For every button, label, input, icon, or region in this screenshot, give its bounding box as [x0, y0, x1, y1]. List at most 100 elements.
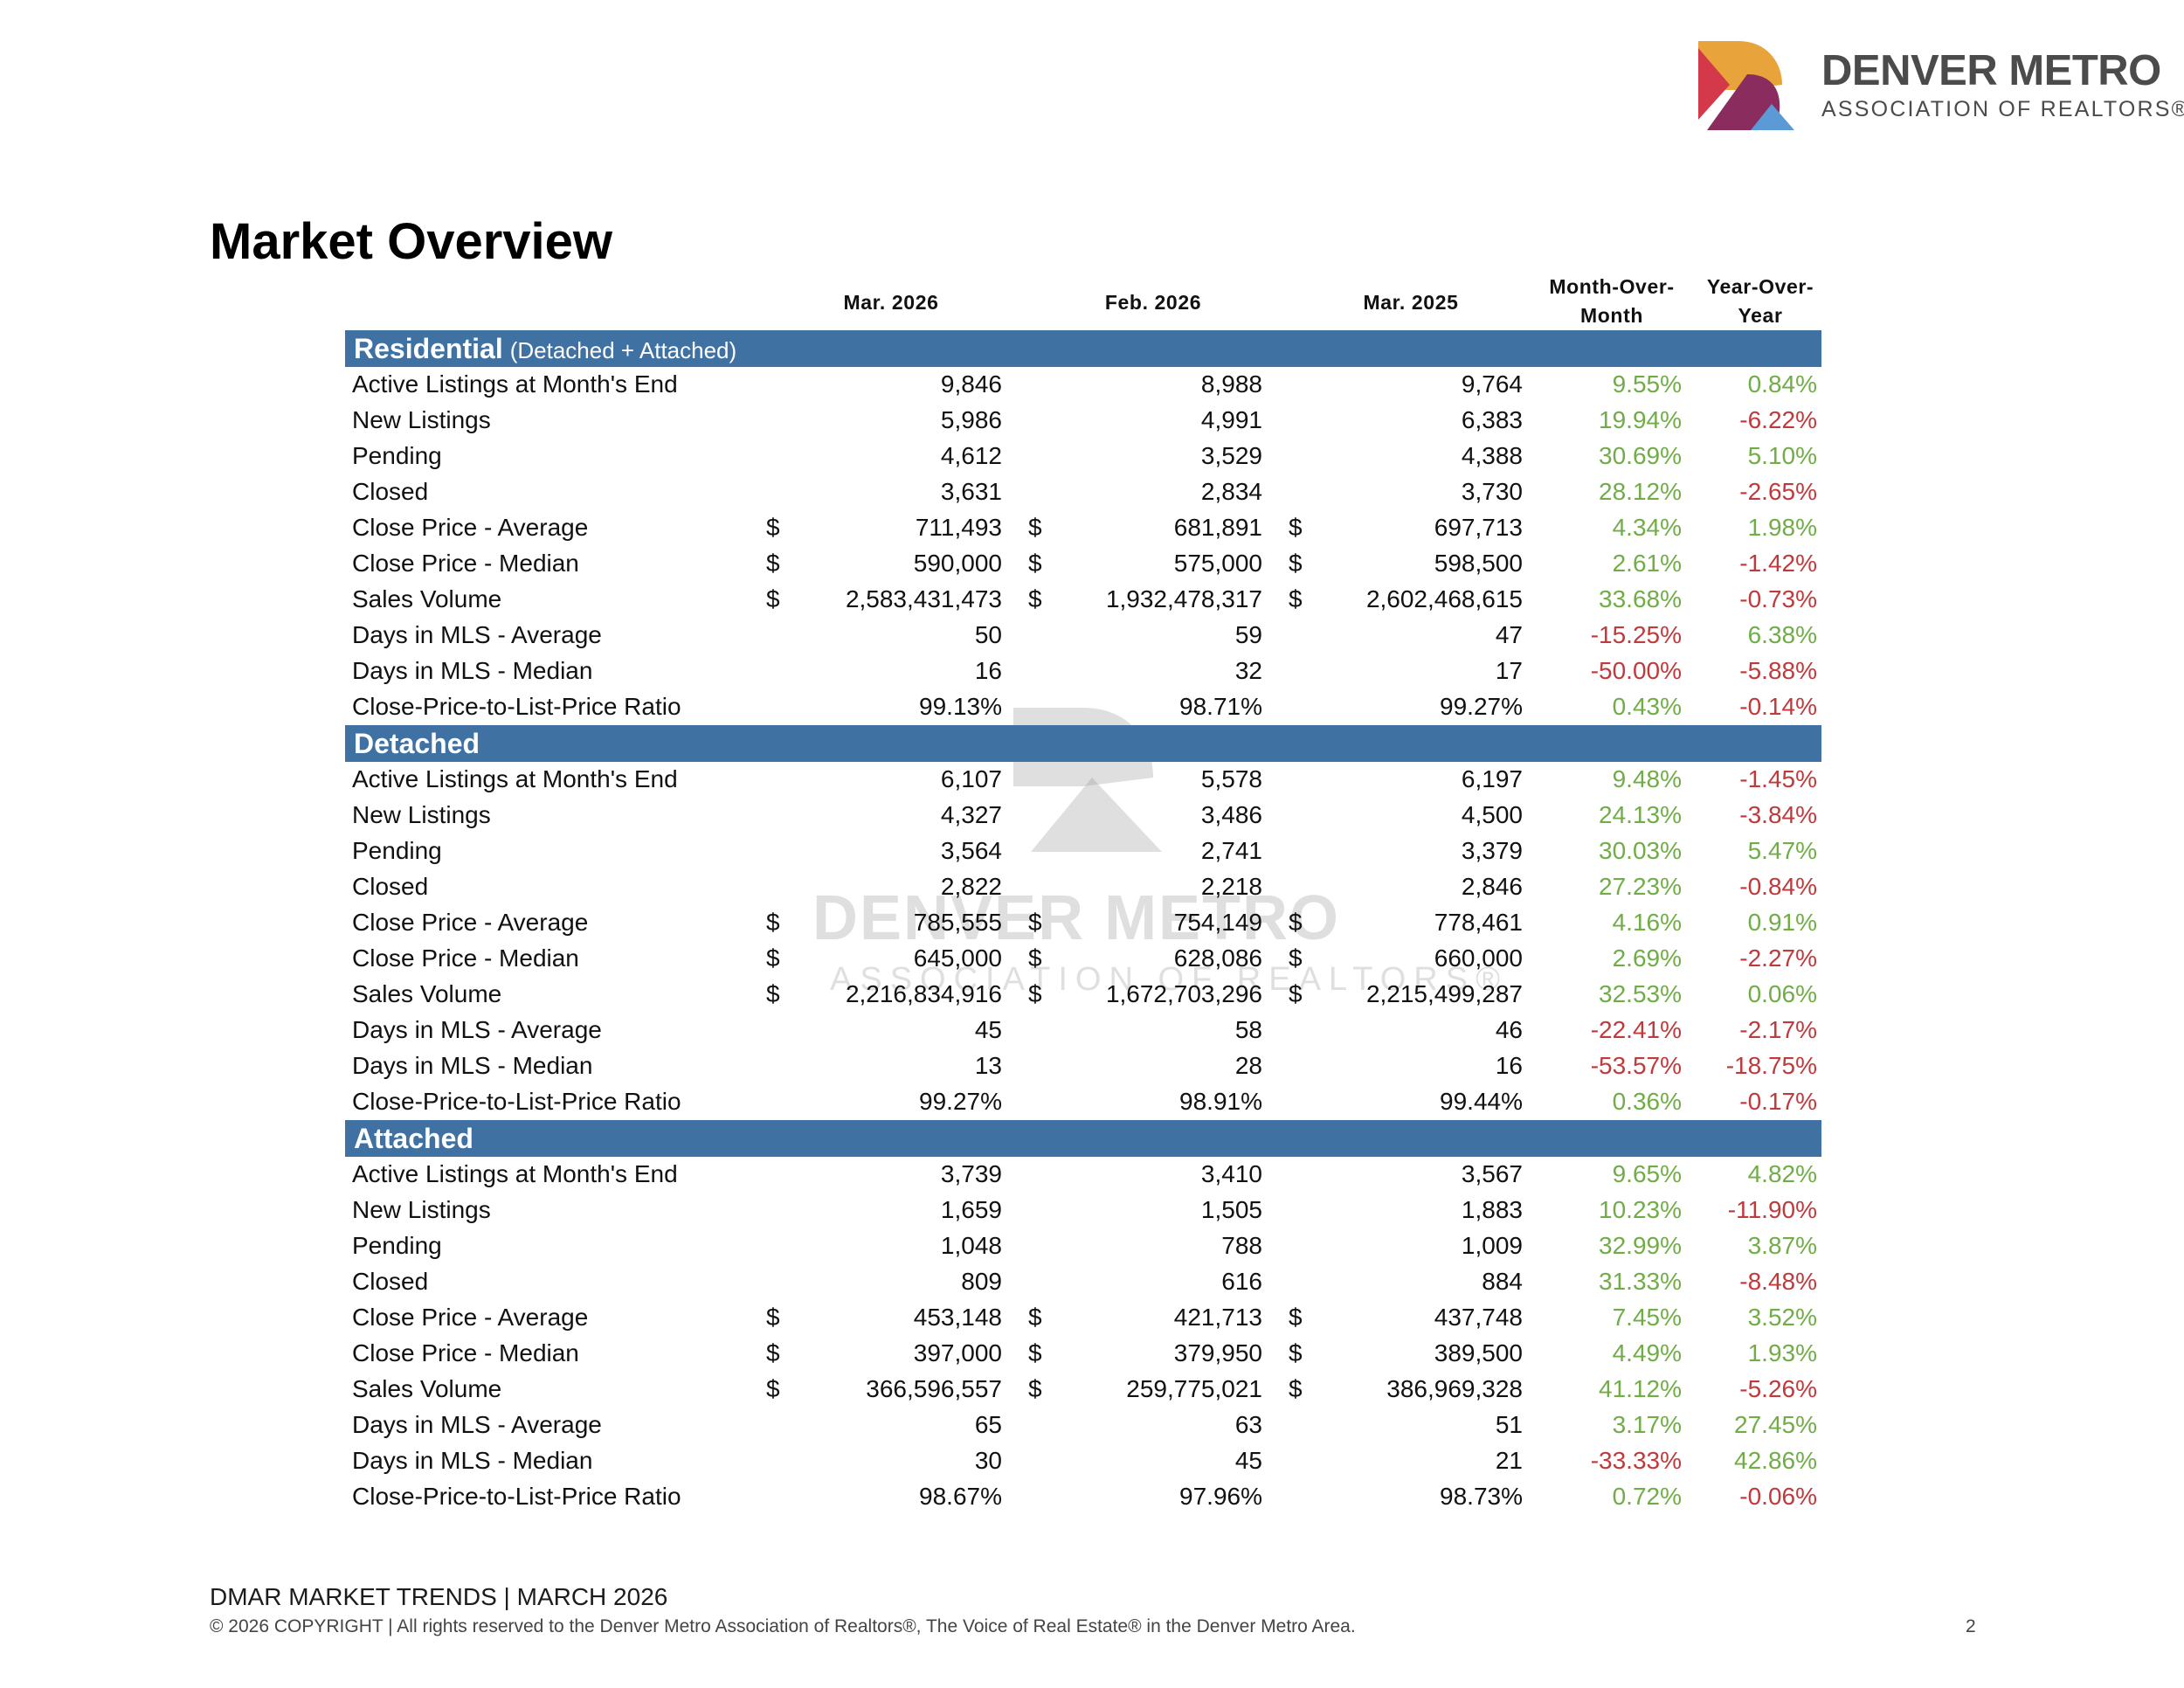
value-mar-2026: 6,107 — [940, 765, 1002, 792]
row-label: Close Price - Median — [352, 550, 579, 577]
section-title-text: Residential — [354, 333, 503, 364]
currency-symbol: $ — [766, 909, 780, 936]
value-mar-2025: 16 — [1495, 1052, 1523, 1079]
row-label: Pending — [352, 837, 442, 864]
currency-symbol: $ — [1289, 550, 1303, 577]
table-row: New Listings 4,327 3,486 4,500 24.13% -3.84% — [345, 798, 1821, 834]
year-over-year-change: 0.91% — [1747, 909, 1817, 936]
row-label: Close-Price-to-List-Price Ratio — [352, 1088, 681, 1115]
value-feb-2026: 421,713 — [1173, 1304, 1262, 1331]
table-row: Pending 1,048 788 1,009 32.99% 3.87% — [345, 1228, 1821, 1264]
logo-subtitle: ASSOCIATION OF REALTORS® — [1821, 97, 2184, 121]
table-row: Close Price - Median $ $ $590,000 575,000 598… — [345, 546, 1821, 582]
year-over-year-change: -2.17% — [1739, 1016, 1817, 1043]
month-over-month-change: 3.17% — [1612, 1411, 1682, 1438]
currency-symbol: $ — [766, 1375, 780, 1402]
yoy-header-line2: Year — [1738, 304, 1783, 327]
row-label: Sales Volume — [352, 1375, 502, 1402]
value-mar-2026: 16 — [974, 657, 1002, 684]
value-feb-2026: 379,950 — [1173, 1339, 1262, 1366]
year-over-year-change: -0.84% — [1739, 873, 1817, 900]
section-header-detached: Detached — [345, 725, 1821, 762]
currency-symbol: $ — [1028, 1304, 1042, 1331]
value-mar-2026: 3,564 — [940, 837, 1002, 864]
table-row: Sales Volume $ $ $2,583,431,473 1,932,478,31… — [345, 582, 1821, 618]
value-feb-2026: 1,932,478,317 — [1105, 585, 1262, 612]
section-title-text: Attached — [354, 1123, 473, 1154]
month-over-month-change: 33.68% — [1599, 585, 1682, 612]
value-mar-2025: 660,000 — [1434, 944, 1523, 972]
page-number: 2 — [1966, 1616, 1976, 1636]
value-mar-2025: 386,969,328 — [1386, 1375, 1523, 1402]
value-feb-2026: 1,672,703,296 — [1105, 980, 1262, 1007]
footer-title: DMAR MARKET TRENDS | MARCH 2026 — [210, 1583, 668, 1610]
value-feb-2026: 4,991 — [1200, 406, 1262, 433]
year-over-year-change: -1.45% — [1739, 765, 1817, 792]
year-over-year-change: 42.86% — [1734, 1447, 1817, 1474]
value-feb-2026: 63 — [1234, 1411, 1262, 1438]
year-over-year-change: -0.73% — [1739, 585, 1817, 612]
table-row: Close Price - Average $ $ $785,555 754,149 77… — [345, 905, 1821, 941]
year-over-year-change: -1.42% — [1739, 550, 1817, 577]
section-title-text: Detached — [354, 728, 480, 759]
month-over-month-change: 41.12% — [1599, 1375, 1682, 1402]
table-row: Closed 809 616 884 31.33% -8.48% — [345, 1264, 1821, 1300]
value-mar-2026: 2,216,834,916 — [845, 980, 1002, 1007]
value-mar-2025: 2,602,468,615 — [1365, 585, 1523, 612]
month-over-month-change: 4.16% — [1612, 909, 1682, 936]
table-row: Days in MLS - Average 45 58 46 -22.41% -2.17% — [345, 1013, 1821, 1048]
value-mar-2025: 51 — [1495, 1411, 1523, 1438]
value-mar-2026: 785,555 — [913, 909, 1002, 936]
currency-symbol: $ — [1028, 1339, 1042, 1366]
month-over-month-change: 2.61% — [1612, 550, 1682, 577]
value-mar-2025: 6,197 — [1461, 765, 1523, 792]
table-row: Close-Price-to-List-Price Ratio 99.13% 98.… — [345, 689, 1821, 725]
row-label: Active Listings at Month's End — [352, 1160, 678, 1187]
value-mar-2026: 13 — [974, 1052, 1002, 1079]
table-row: Active Listings at Month's End 9,846 8,988… — [345, 367, 1821, 403]
row-label: Closed — [352, 1268, 429, 1295]
month-over-month-change: 0.72% — [1612, 1483, 1682, 1510]
value-mar-2026: 5,986 — [940, 406, 1002, 433]
year-over-year-change: 5.47% — [1747, 837, 1817, 864]
year-over-year-change: -2.27% — [1739, 944, 1817, 972]
value-mar-2026: 4,327 — [940, 801, 1002, 828]
market-overview-table: Residential (Detached + Attached) Active L… — [345, 330, 1821, 1515]
year-over-year-change: 4.82% — [1747, 1160, 1817, 1187]
table-row: Days in MLS - Median 30 45 21 -33.33% 42.86% — [345, 1443, 1821, 1479]
currency-symbol: $ — [1289, 909, 1303, 936]
value-feb-2026: 2,834 — [1200, 478, 1262, 505]
row-label: Close Price - Median — [352, 944, 579, 972]
month-over-month-change: 30.69% — [1599, 442, 1682, 469]
currency-symbol: $ — [766, 944, 780, 972]
row-label: Days in MLS - Average — [352, 621, 602, 648]
currency-symbol: $ — [1289, 1375, 1303, 1402]
value-mar-2025: 99.44% — [1440, 1088, 1523, 1115]
currency-symbol: $ — [766, 550, 780, 577]
year-over-year-change: 27.45% — [1734, 1411, 1817, 1438]
currency-symbol: $ — [766, 1339, 780, 1366]
value-feb-2026: 58 — [1234, 1016, 1262, 1043]
row-label: New Listings — [352, 1196, 491, 1223]
month-over-month-change: 19.94% — [1599, 406, 1682, 433]
value-mar-2025: 778,461 — [1434, 909, 1523, 936]
row-label: Days in MLS - Median — [352, 1447, 593, 1474]
currency-symbol: $ — [1028, 514, 1042, 541]
section-subtitle: (Detached + Attached) — [509, 337, 737, 363]
month-over-month-change: 4.34% — [1612, 514, 1682, 541]
value-feb-2026: 681,891 — [1173, 514, 1262, 541]
value-feb-2026: 98.91% — [1179, 1088, 1262, 1115]
year-over-year-change: -11.90% — [1727, 1196, 1817, 1223]
row-label: Sales Volume — [352, 585, 502, 612]
year-over-year-change: -2.65% — [1739, 478, 1817, 505]
row-label: Sales Volume — [352, 980, 502, 1007]
value-mar-2026: 50 — [974, 621, 1002, 648]
table-row: Sales Volume $ $ $2,216,834,916 1,672,703,29… — [345, 977, 1821, 1013]
currency-symbol: $ — [1289, 980, 1303, 1007]
value-feb-2026: 575,000 — [1173, 550, 1262, 577]
value-mar-2025: 389,500 — [1434, 1339, 1523, 1366]
value-mar-2026: 453,148 — [913, 1304, 1002, 1331]
value-mar-2025: 4,388 — [1461, 442, 1523, 469]
value-mar-2025: 1,883 — [1461, 1196, 1523, 1223]
row-label: Close-Price-to-List-Price Ratio — [352, 693, 681, 720]
